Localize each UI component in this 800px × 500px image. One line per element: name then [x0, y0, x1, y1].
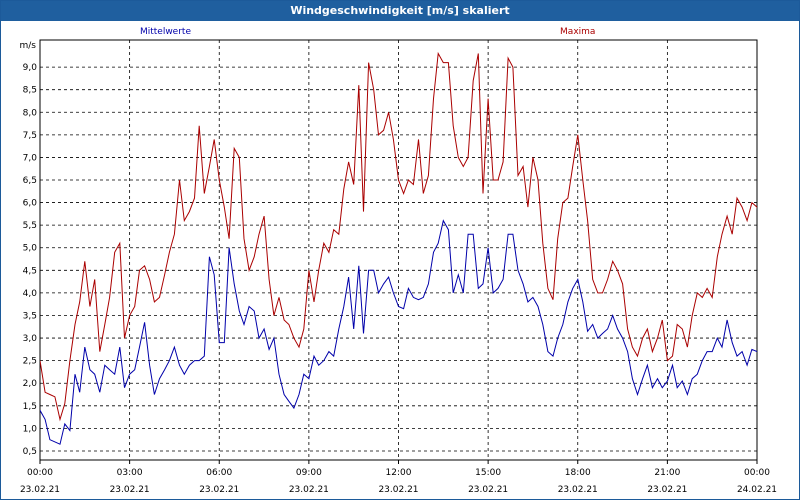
x-tick-date: 24.02.21 — [737, 485, 777, 495]
y-tick-label: 9,0 — [23, 63, 38, 73]
y-tick-label: 8,0 — [23, 108, 38, 118]
x-tick-time: 09:00 — [296, 468, 322, 478]
y-tick-label: 6,0 — [23, 199, 38, 209]
x-tick-time: 00:00 — [744, 468, 770, 478]
y-tick-label: 8,5 — [23, 86, 37, 96]
x-tick-date: 23.02.21 — [289, 485, 329, 495]
x-tick-date: 23.02.21 — [378, 485, 418, 495]
x-tick-date: 23.02.21 — [647, 485, 687, 495]
y-axis-label: m/s — [20, 41, 37, 51]
y-tick-label: 1,0 — [23, 424, 38, 434]
y-tick-label: 5,5 — [23, 221, 37, 231]
axes — [39, 39, 758, 464]
labels: 0,5 1,0 1,5 2,0 2,5 3,0 3,5 4,0 4,5 5,0 5,5 6,0 6,5 7… — [20, 27, 778, 495]
x-tick-time: 15:00 — [475, 468, 501, 478]
legend-entry-maxima: Maxima — [560, 27, 595, 37]
y-tick-label: 4,0 — [23, 289, 38, 299]
window-title: Windgeschwindigkeit [m/s] skaliert — [1, 1, 799, 21]
x-tick-date: 23.02.21 — [20, 485, 60, 495]
y-tick-label: 7,0 — [23, 153, 38, 163]
x-tick-date: 23.02.21 — [110, 485, 150, 495]
y-tick-label: 0,5 — [23, 447, 37, 457]
legend-entry-mittelwerte: Mittelwerte — [140, 27, 191, 37]
x-tick-time: 18:00 — [565, 468, 591, 478]
plot-frame — [39, 39, 758, 461]
x-tick-date: 23.02.21 — [468, 485, 508, 495]
x-tick-time: 21:00 — [654, 468, 680, 478]
y-tick-label: 1,5 — [23, 402, 37, 412]
y-tick-label: 7,5 — [23, 131, 37, 141]
x-tick-time: 03:00 — [117, 468, 143, 478]
x-tick-time: 12:00 — [386, 468, 412, 478]
x-tick-time: 00:00 — [27, 468, 53, 478]
y-tick-label: 4,5 — [23, 266, 37, 276]
x-tick-date: 23.02.21 — [199, 485, 239, 495]
series-layer — [40, 51, 757, 445]
y-tick-label: 3,0 — [23, 334, 38, 344]
y-tick-label: 2,5 — [23, 357, 37, 367]
grid — [40, 40, 757, 460]
y-tick-label: 3,5 — [23, 311, 37, 321]
y-tick-label: 6,5 — [23, 176, 37, 186]
series-line-mittelwerte — [40, 219, 757, 445]
x-tick-time: 06:00 — [206, 468, 232, 478]
y-tick-label: 5,0 — [23, 244, 38, 254]
series-line-maxima — [40, 51, 757, 422]
y-tick-label: 2,0 — [23, 379, 38, 389]
x-tick-date: 23.02.21 — [558, 485, 598, 495]
